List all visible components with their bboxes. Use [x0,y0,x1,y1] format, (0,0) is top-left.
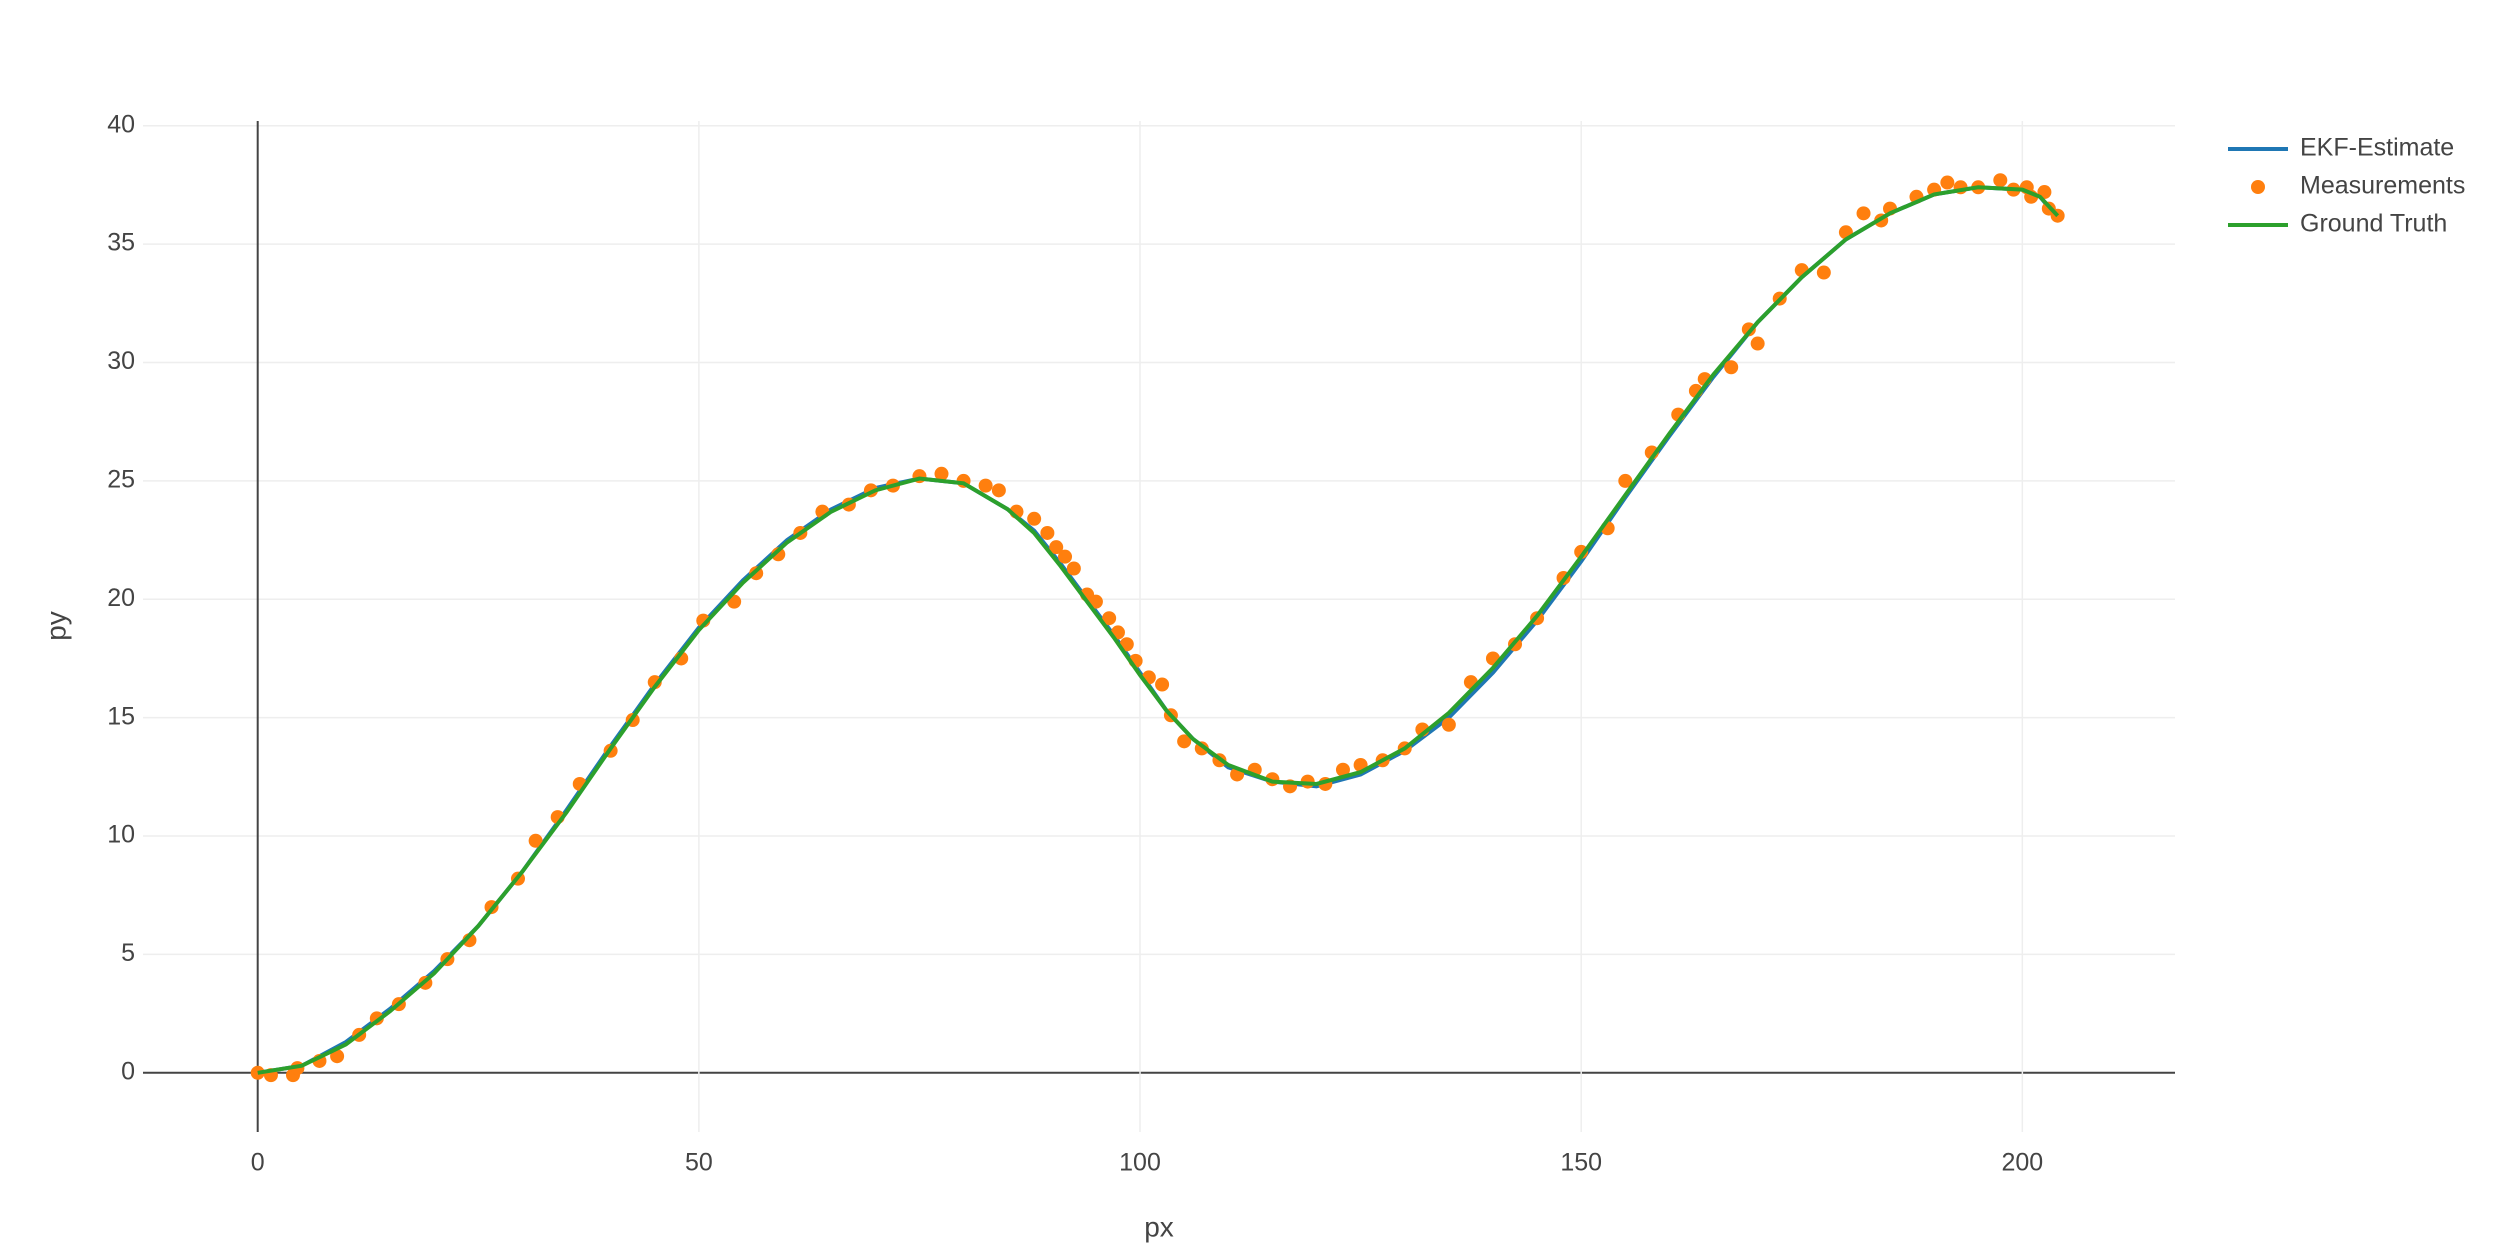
marker [1750,336,1765,351]
marker [1177,734,1192,749]
y-tick-label: 5 [121,939,135,967]
marker [1856,206,1871,221]
y-axis-title: py [40,611,71,641]
marker [1058,549,1073,564]
x-tick-label: 200 [2001,1149,2043,1177]
y-tick-label: 35 [107,229,135,257]
marker [528,833,543,848]
marker [1993,173,2008,188]
legend-label: EKF-Estimate [2300,134,2454,162]
legend-label: Measurements [2300,172,2465,200]
marker [978,478,993,493]
x-tick-label: 100 [1119,1149,1161,1177]
y-tick-label: 10 [107,821,135,849]
y-tick-label: 15 [107,702,135,730]
y-tick-label: 40 [107,110,135,138]
y-tick-label: 0 [121,1057,135,1085]
marker [1088,594,1103,609]
line [257,185,2060,1075]
line [257,185,2060,1075]
marker [1335,762,1350,777]
marker [1066,561,1081,576]
marker [647,675,662,690]
x-tick-label: 150 [1560,1149,1602,1177]
marker [1724,360,1739,375]
marker [771,547,786,562]
marker [1441,717,1456,732]
legend-symbol [2251,180,2265,194]
marker [1816,265,1831,280]
marker [1618,473,1633,488]
x-tick-label: 0 [251,1149,265,1177]
x-axis-title: px [1144,1211,1174,1242]
marker [1049,540,1064,555]
marker [1040,525,1055,540]
marker [1940,175,1955,190]
marker [1027,511,1042,526]
x-tick-label: 50 [685,1149,713,1177]
y-tick-label: 25 [107,465,135,493]
marker [991,483,1006,498]
marker [330,1049,345,1064]
marker [934,466,949,481]
marker [1155,677,1170,692]
y-tick-label: 30 [107,347,135,375]
legend-label: Ground Truth [2300,210,2447,238]
y-tick-label: 20 [107,584,135,612]
marker [1102,611,1117,626]
